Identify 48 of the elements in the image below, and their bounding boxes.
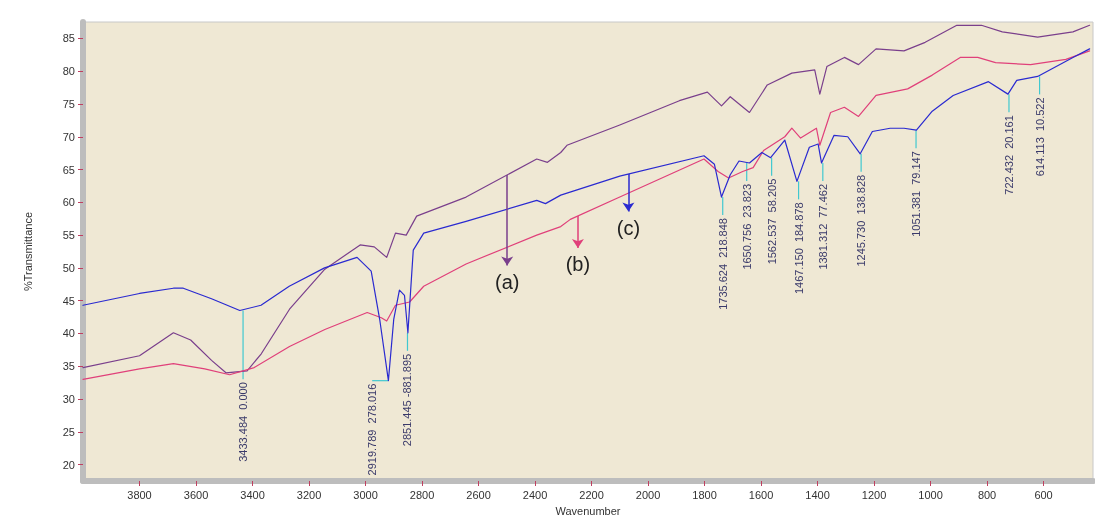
y-tick-label: 60 — [62, 196, 75, 209]
x-tick-label: 3000 — [353, 488, 378, 501]
annotation: 1562.537 58.205 — [765, 178, 778, 265]
annotation: 3433.484 0.000 — [237, 382, 250, 462]
y-tick-label: 20 — [62, 458, 75, 471]
x-tick-label: 1800 — [692, 488, 717, 501]
x-tick-label: 3200 — [296, 488, 322, 501]
annotation: 1245.730 138.828 — [855, 174, 868, 267]
annotation: 1051.381 79.147 — [910, 151, 923, 237]
x-tick-label: 2800 — [409, 488, 435, 501]
x-tick-label: 2600 — [466, 488, 491, 501]
x-tick-label: 3800 — [127, 488, 152, 501]
x-tick-label: 1000 — [918, 488, 943, 501]
y-tick-label: 35 — [62, 360, 75, 373]
y-tick-label: 80 — [62, 65, 75, 78]
annotation: 722.432 20.161 — [1002, 115, 1015, 195]
y-tick-label: 45 — [62, 294, 75, 307]
legend-label: (b) — [565, 253, 591, 276]
x-tick-label: 2400 — [522, 488, 548, 501]
x-tick-label: 1200 — [861, 488, 887, 501]
annotation: 1467.150 184.878 — [792, 202, 805, 295]
y-tick-label: 75 — [62, 97, 75, 110]
x-tick-label: 1400 — [805, 488, 830, 501]
y-tick-label: 85 — [62, 32, 75, 45]
y-tick-label: 30 — [62, 393, 75, 406]
y-axis-title: %Transmittance — [21, 211, 34, 292]
x-tick-label: 1600 — [748, 488, 774, 501]
x-tick-label: 800 — [977, 488, 997, 501]
y-tick-label: 25 — [62, 425, 75, 438]
y-tick-label: 65 — [62, 163, 75, 176]
legend-label: (c) — [616, 216, 641, 239]
annotation: 2851.445 -881.895 — [401, 353, 414, 447]
annotation: 614.113 10.522 — [1033, 97, 1046, 177]
x-tick-label: 2000 — [635, 488, 661, 501]
x-tick-label: 3400 — [240, 488, 265, 501]
y-tick-label: 40 — [62, 327, 75, 340]
y-tick-label: 50 — [62, 261, 75, 274]
legend-label: (a) — [494, 270, 520, 293]
x-axis-title: Wavenumber — [555, 504, 621, 517]
x-tick-label: 600 — [1034, 488, 1053, 501]
x-tick-label: 3600 — [183, 488, 209, 501]
annotation: 2919.789 278.016 — [366, 383, 379, 476]
annotation: 1650.756 23.823 — [740, 183, 753, 270]
x-tick-label: 2200 — [579, 488, 604, 501]
y-tick-label: 55 — [62, 229, 75, 242]
y-tick-label: 70 — [62, 130, 75, 143]
annotation: 1735.624 218.848 — [716, 218, 729, 310]
annotation: 1381.312 77.462 — [816, 183, 829, 270]
